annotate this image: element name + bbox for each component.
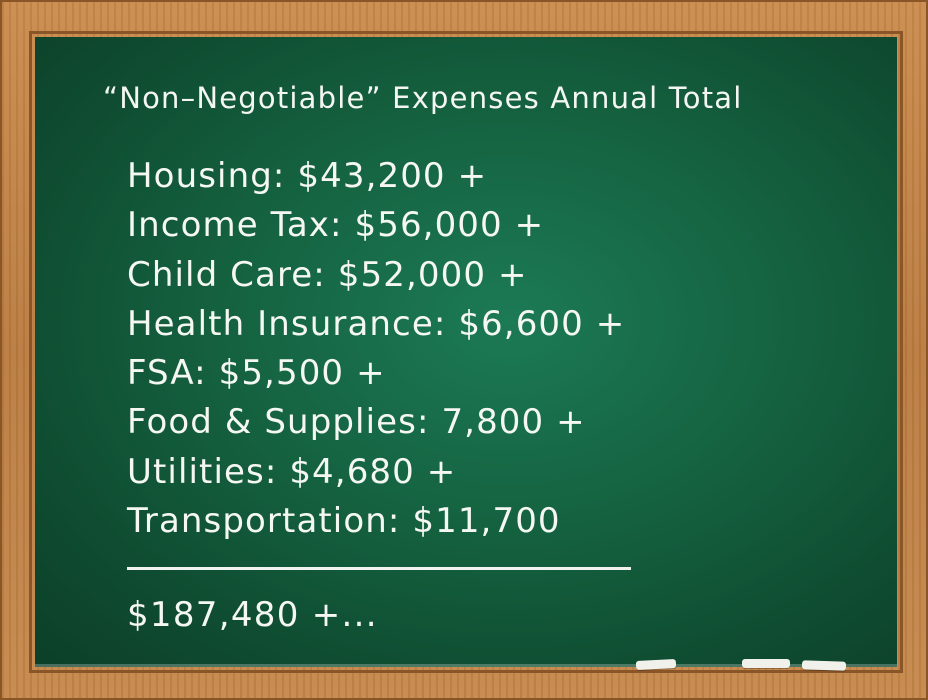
expense-line-housing: Housing: $43,200 +	[127, 156, 488, 196]
chalk-tray	[35, 664, 897, 667]
sum-divider	[127, 567, 631, 570]
expense-list: Housing: $43,200 + Income Tax: $56,000 +…	[127, 152, 625, 546]
expense-line-fsa: FSA: $5,500 +	[127, 353, 386, 394]
expense-line-child-care: Child Care: $52,000 +	[127, 254, 528, 295]
expense-line-health-insurance: Health Insurance: $6,600 +	[127, 303, 626, 344]
chalkboard: “Non–Negotiable” Expenses Annual Total H…	[35, 37, 897, 667]
board-title: “Non–Negotiable” Expenses Annual Total	[103, 81, 743, 115]
total-amount: $187,480 +...	[127, 595, 378, 635]
chalk-piece	[801, 660, 847, 671]
expense-line-income-tax: Income Tax: $56,000 +	[127, 205, 545, 246]
expense-line-food-supplies: Food & Supplies: 7,800 +	[127, 402, 586, 443]
expense-line-transportation: Transportation: $11,700	[127, 501, 561, 542]
chalk-piece	[742, 659, 790, 668]
expense-line-utilities: Utilities: $4,680 +	[127, 451, 457, 492]
